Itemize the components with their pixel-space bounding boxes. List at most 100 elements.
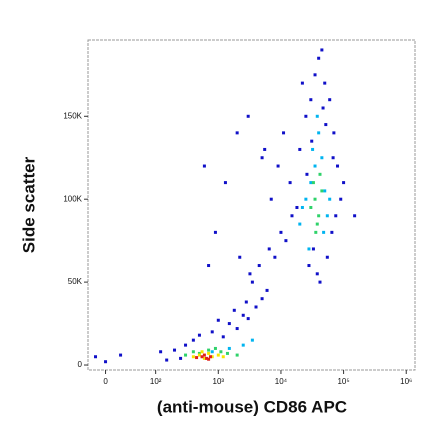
point xyxy=(267,247,271,251)
point xyxy=(325,255,329,259)
point xyxy=(320,189,324,193)
point xyxy=(317,131,321,135)
y-tick-label: 0 xyxy=(78,360,83,369)
point xyxy=(257,264,261,268)
point xyxy=(227,322,231,326)
x-axis-title: (anti-mouse) CD86 APC xyxy=(157,397,347,416)
point xyxy=(328,197,332,201)
point xyxy=(282,131,286,135)
point xyxy=(219,350,223,354)
point xyxy=(269,197,273,201)
point xyxy=(207,351,211,355)
point xyxy=(202,353,206,357)
point xyxy=(119,353,123,357)
point xyxy=(315,272,319,276)
point xyxy=(191,350,195,354)
point xyxy=(304,197,308,201)
point xyxy=(235,131,239,135)
point xyxy=(197,351,201,355)
point xyxy=(284,239,288,243)
point xyxy=(325,214,329,218)
point xyxy=(246,114,250,118)
point xyxy=(254,305,258,309)
point xyxy=(260,297,264,301)
point xyxy=(313,164,317,168)
point xyxy=(314,230,318,234)
point xyxy=(184,353,188,357)
point xyxy=(315,114,319,118)
point xyxy=(310,139,314,143)
point xyxy=(235,353,239,357)
point xyxy=(323,189,327,193)
point xyxy=(191,338,195,342)
point xyxy=(324,123,328,127)
point xyxy=(317,56,321,60)
point xyxy=(263,147,267,151)
point xyxy=(223,181,227,185)
point xyxy=(165,358,169,362)
point xyxy=(191,355,195,359)
point xyxy=(288,181,292,185)
point xyxy=(309,181,313,185)
point xyxy=(273,255,277,259)
point xyxy=(323,81,327,85)
point xyxy=(250,280,254,284)
point xyxy=(208,355,212,359)
point xyxy=(298,222,302,226)
point xyxy=(318,172,322,176)
point xyxy=(173,348,177,352)
y-tick-label: 150K xyxy=(63,111,82,120)
point xyxy=(207,357,211,361)
point xyxy=(184,343,188,347)
point xyxy=(336,164,340,168)
point xyxy=(248,272,252,276)
point xyxy=(315,222,319,226)
point xyxy=(334,214,338,218)
point xyxy=(331,156,335,160)
point xyxy=(250,338,254,342)
point xyxy=(241,343,245,347)
point xyxy=(179,356,183,360)
point xyxy=(342,181,346,185)
point xyxy=(210,350,214,354)
point xyxy=(298,147,302,151)
point xyxy=(200,355,204,359)
point xyxy=(322,230,326,234)
x-tick-label: 10⁵ xyxy=(337,377,349,386)
point xyxy=(202,356,206,360)
point xyxy=(213,230,217,234)
point xyxy=(279,230,283,234)
x-tick-label: 0 xyxy=(103,377,108,386)
point xyxy=(295,205,299,209)
point xyxy=(260,156,264,160)
point xyxy=(232,308,236,312)
point xyxy=(307,247,311,251)
point xyxy=(328,98,332,102)
point xyxy=(339,197,343,201)
point xyxy=(321,106,325,110)
point xyxy=(221,355,225,359)
plot-frame xyxy=(87,39,416,371)
point xyxy=(159,350,163,354)
x-tick-label: 10³ xyxy=(213,377,225,386)
point xyxy=(332,131,336,135)
point xyxy=(276,164,280,168)
point xyxy=(246,317,250,321)
point xyxy=(304,114,308,118)
point xyxy=(216,318,220,322)
point xyxy=(244,300,248,304)
point xyxy=(195,356,199,360)
point xyxy=(313,73,317,77)
point xyxy=(213,346,217,350)
point xyxy=(265,288,269,292)
y-axis-title: Side scatter xyxy=(19,156,38,253)
point xyxy=(235,327,239,331)
point xyxy=(318,280,322,284)
y-tick-label: 100K xyxy=(63,194,82,203)
point xyxy=(311,181,315,185)
point xyxy=(200,350,204,354)
point xyxy=(210,355,214,359)
point xyxy=(197,333,201,337)
point xyxy=(313,197,317,201)
